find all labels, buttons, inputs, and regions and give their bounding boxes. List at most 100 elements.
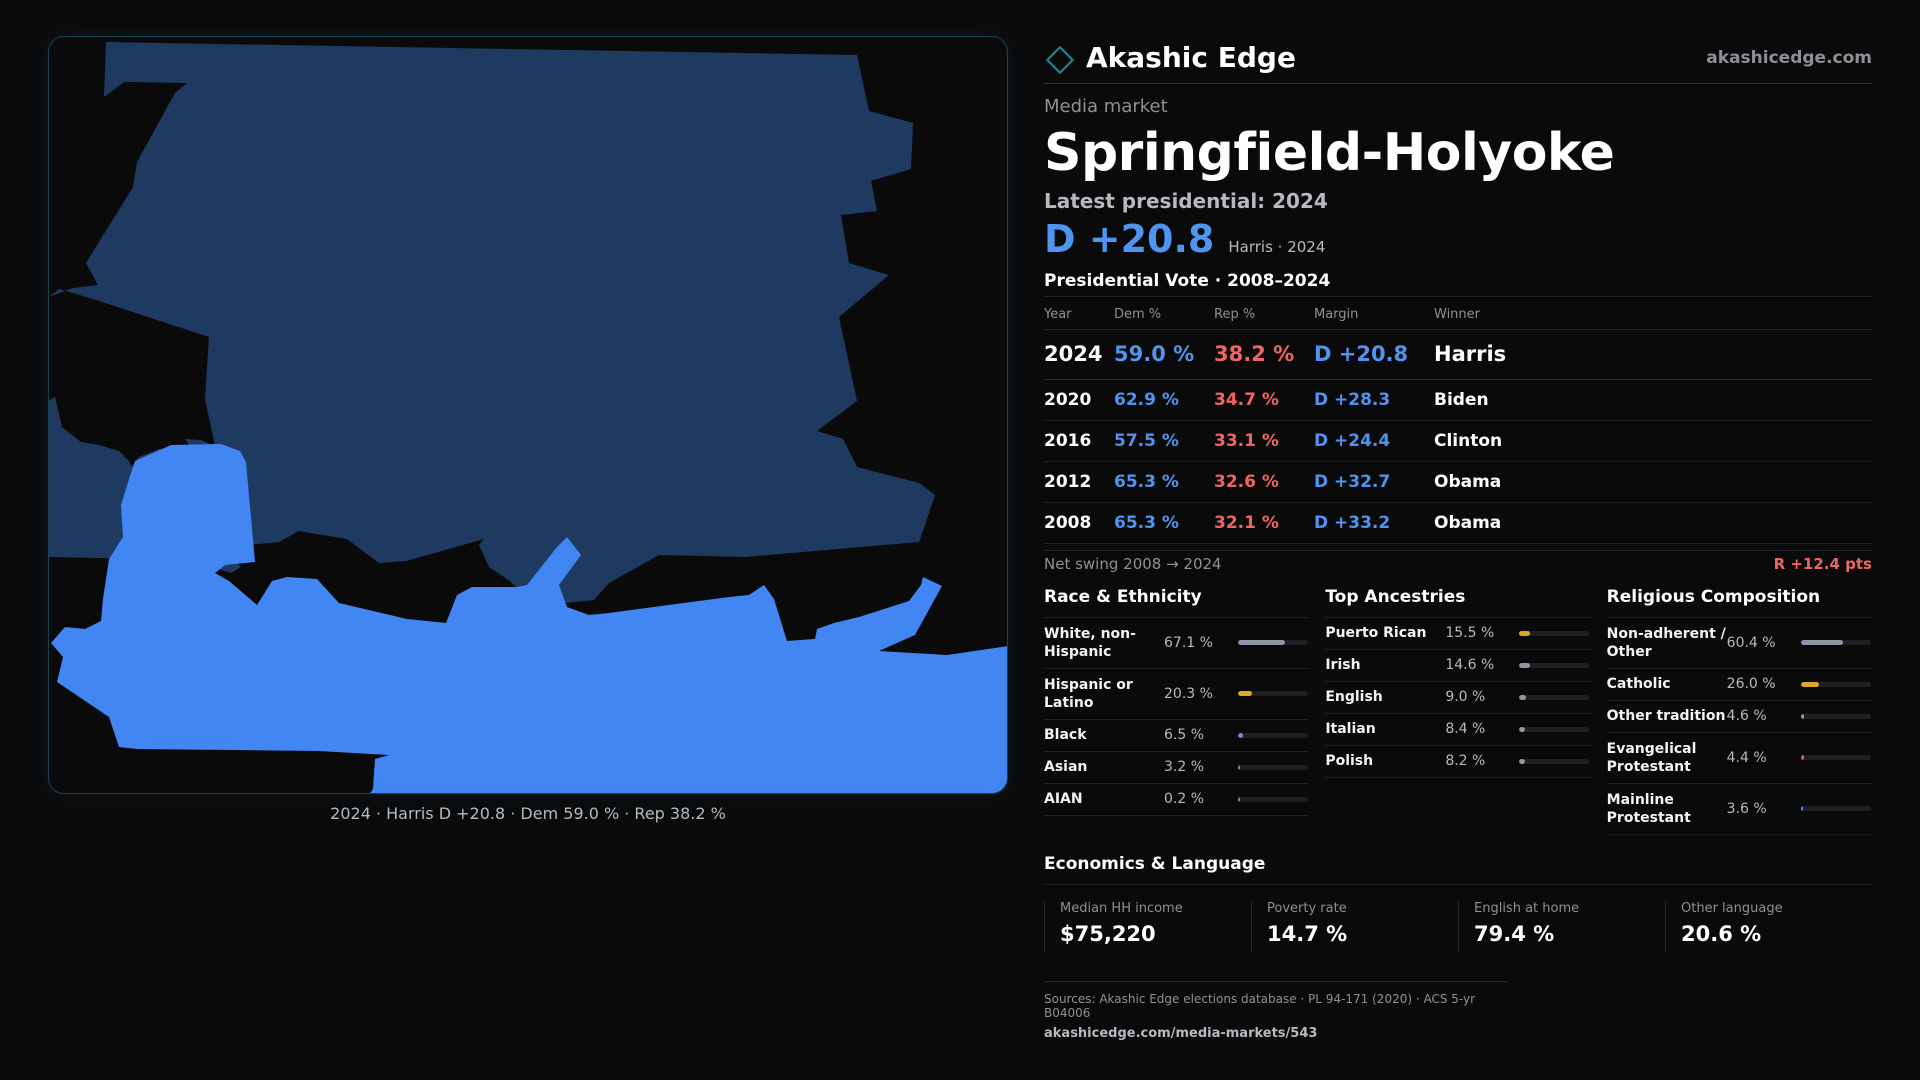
religion-label: Catholic xyxy=(1606,676,1671,692)
header-winner: Winner xyxy=(1434,301,1872,330)
presidential-vote-table: Year Dem % Rep % Margin Winner 2024 59.0… xyxy=(1044,301,1872,544)
religion-label: Non-adherent / Other xyxy=(1606,625,1726,660)
ancestry-bar-fill xyxy=(1519,662,1530,668)
detail-panel: Akashic Edge akashicedge.com Media marke… xyxy=(1044,32,1872,1041)
headline-margin: D +20.8 xyxy=(1044,217,1215,261)
headline-result: D +20.8 Harris · 2024 xyxy=(1044,217,1872,261)
map-caption: 2024 · Harris D +20.8 · Dem 59.0 % · Rep… xyxy=(330,804,726,823)
religion-label: Evangelical Protestant xyxy=(1606,740,1697,775)
religion-value: 26.0 % xyxy=(1726,676,1776,692)
list-item: Mainline Protestant 3.6 % xyxy=(1606,784,1872,835)
ancestry-section-title: Top Ancestries xyxy=(1325,584,1591,618)
econ-stat: English at home 79.4 % xyxy=(1458,900,1665,953)
race-label: Black xyxy=(1044,727,1087,743)
race-label: AIAN xyxy=(1044,791,1083,807)
race-value: 20.3 % xyxy=(1164,685,1213,702)
row-margin: D +28.3 xyxy=(1314,379,1434,421)
race-bar-fill xyxy=(1238,640,1285,645)
ancestry-label: Italian xyxy=(1325,721,1376,737)
northern-counties-region[interactable] xyxy=(49,42,935,605)
list-item: Catholic 26.0 % xyxy=(1606,669,1872,701)
race-bar-fill xyxy=(1238,691,1253,696)
demographics: Race & Ethnicity White, non-Hispanic 67.… xyxy=(1044,584,1872,835)
religion-bar-fill xyxy=(1800,713,1804,719)
list-item: AIAN 0.2 % xyxy=(1044,784,1310,816)
econ-label: English at home xyxy=(1474,900,1580,916)
brand[interactable]: Akashic Edge xyxy=(1044,41,1296,74)
econ-value: 79.4 % xyxy=(1474,921,1555,946)
row-rep: 32.1 % xyxy=(1214,502,1314,544)
list-item: Other tradition 4.6 % xyxy=(1606,701,1872,733)
row-margin: D +24.4 xyxy=(1314,420,1434,462)
religion-bar xyxy=(1800,713,1871,719)
hampden-county-region[interactable] xyxy=(51,444,1008,794)
race-bar xyxy=(1238,732,1308,738)
brand-logo-icon xyxy=(1045,45,1075,74)
race-value: 67.1 % xyxy=(1164,634,1213,651)
econ-label: Median HH income xyxy=(1060,900,1183,916)
row-dem: 65.3 % xyxy=(1114,461,1214,503)
list-item: White, non-Hispanic 67.1 % xyxy=(1044,618,1310,669)
ancestry-value: 9.0 % xyxy=(1445,689,1486,705)
religion-value: 4.4 % xyxy=(1726,749,1767,766)
race-label: White, non-Hispanic xyxy=(1044,625,1136,660)
ancestry-bar xyxy=(1519,726,1590,732)
table-row: 2008 65.3 % 32.1 % D +33.2 Obama xyxy=(1044,502,1872,544)
row-winner: Obama xyxy=(1434,502,1872,544)
row-margin: D +20.8 xyxy=(1314,329,1434,380)
econ-stat: Median HH income $75,220 xyxy=(1044,900,1251,953)
swing-value: R +12.4 pts xyxy=(1773,555,1872,573)
table-header-row: Year Dem % Rep % Margin Winner xyxy=(1044,301,1872,330)
brand-url-link[interactable]: akashicedge.com xyxy=(1706,47,1872,68)
map-svg xyxy=(49,42,1008,794)
econ-label: Other language xyxy=(1681,900,1783,916)
header-rep: Rep % xyxy=(1214,301,1314,330)
header-margin: Margin xyxy=(1314,301,1434,330)
race-value: 3.2 % xyxy=(1164,759,1205,775)
econ-value: $75,220 xyxy=(1060,921,1156,946)
market-map[interactable] xyxy=(48,36,1008,794)
ancestry-section: Top Ancestries Puerto Rican 15.5 % Irish… xyxy=(1325,584,1591,835)
row-year: 2012 xyxy=(1044,461,1114,503)
race-bar xyxy=(1238,691,1308,696)
race-bar-fill xyxy=(1238,796,1241,802)
list-item: Italian 8.4 % xyxy=(1325,714,1591,746)
race-label: Asian xyxy=(1044,759,1088,775)
sources-footer: Sources: Akashic Edge elections database… xyxy=(1044,980,1508,1041)
net-swing-row: Net swing 2008 → 2024 R +12.4 pts xyxy=(1044,549,1872,578)
list-item: Hispanic or Latino 20.3 % xyxy=(1044,669,1310,720)
race-label: Hispanic or Latino xyxy=(1044,676,1133,711)
ancestry-bar-fill xyxy=(1519,758,1526,764)
row-rep: 34.7 % xyxy=(1214,379,1314,421)
religion-bar xyxy=(1800,806,1871,811)
race-bar xyxy=(1238,764,1308,770)
ancestry-label: English xyxy=(1325,689,1383,705)
religion-value: 4.6 % xyxy=(1726,708,1767,724)
row-rep: 33.1 % xyxy=(1214,420,1314,462)
vote-section-title: Presidential Vote · 2008–2024 xyxy=(1044,271,1872,297)
ancestry-label: Puerto Rican xyxy=(1325,625,1427,641)
swing-label: Net swing 2008 → 2024 xyxy=(1044,555,1222,573)
list-item: Polish 8.2 % xyxy=(1325,746,1591,778)
econ-value: 20.6 % xyxy=(1681,921,1762,946)
row-margin: D +33.2 xyxy=(1314,502,1434,544)
ancestry-bar xyxy=(1519,630,1590,636)
row-year: 2016 xyxy=(1044,420,1114,462)
religion-bar-fill xyxy=(1800,806,1804,811)
header-year: Year xyxy=(1044,301,1114,330)
row-dem: 59.0 % xyxy=(1114,329,1214,380)
religion-bar-fill xyxy=(1800,755,1804,760)
row-winner: Clinton xyxy=(1434,420,1872,462)
ancestry-bar-fill xyxy=(1519,694,1526,700)
row-dem: 62.9 % xyxy=(1114,379,1214,421)
religion-value: 3.6 % xyxy=(1726,800,1767,817)
row-winner: Obama xyxy=(1434,461,1872,503)
row-year: 2008 xyxy=(1044,502,1114,544)
religion-bar xyxy=(1800,755,1871,760)
brand-header: Akashic Edge akashicedge.com xyxy=(1044,32,1872,84)
list-item: Asian 3.2 % xyxy=(1044,752,1310,784)
sources-link[interactable]: akashicedge.com/media-markets/543 xyxy=(1044,1025,1318,1041)
latest-presidential-label: Latest presidential: 2024 xyxy=(1044,189,1328,213)
page-title: Springfield-Holyoke xyxy=(1044,123,1615,183)
religion-label: Other tradition xyxy=(1606,708,1726,724)
